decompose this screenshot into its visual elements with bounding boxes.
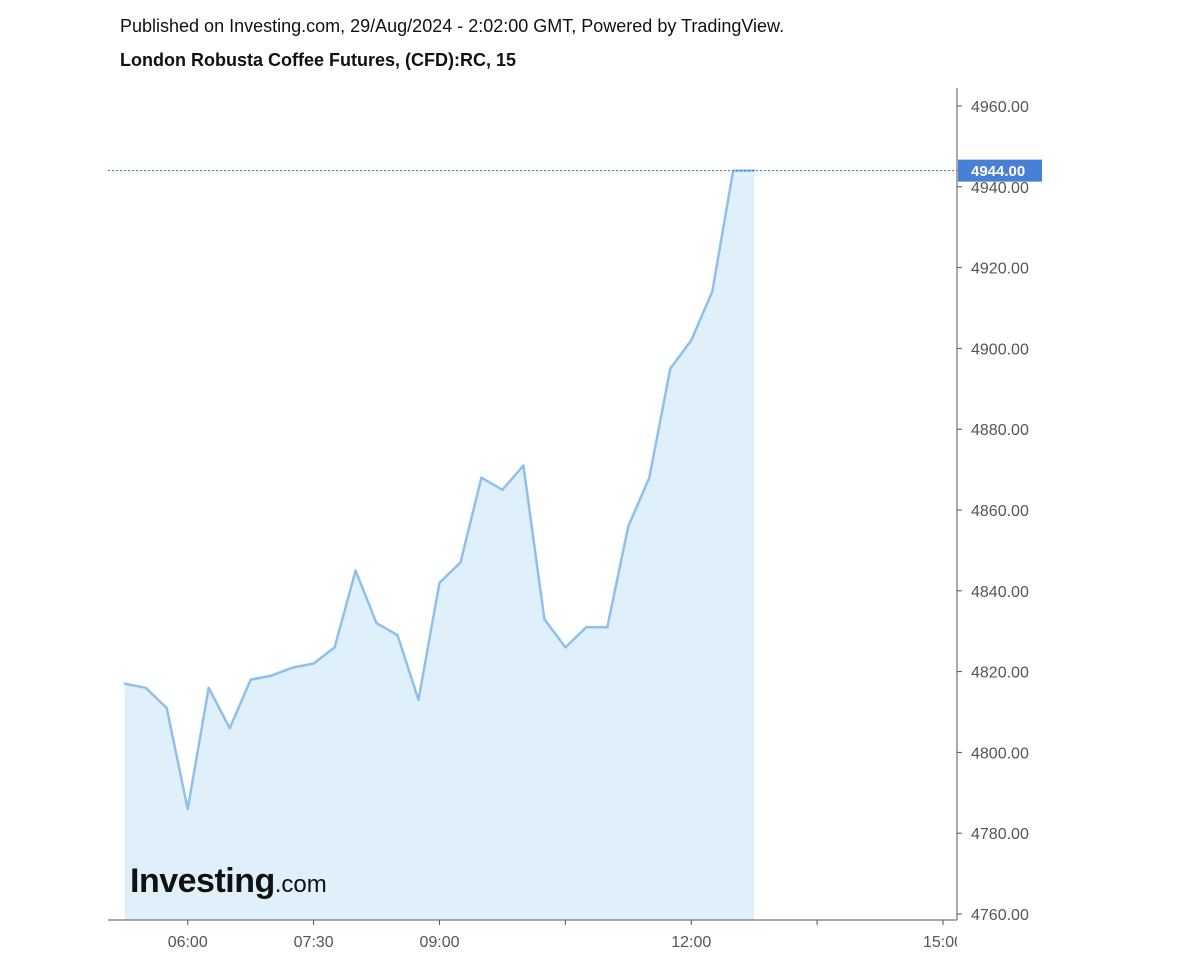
y-tick-label: 4900.00 — [971, 341, 1029, 358]
x-axis-right-clip — [957, 928, 1200, 960]
data-point-0930 — [480, 476, 483, 479]
data-point-0700 — [270, 674, 273, 677]
data-point-0915 — [459, 561, 462, 564]
data-point-1045 — [585, 626, 588, 629]
data-point-0830 — [396, 634, 399, 637]
data-point-0545 — [165, 706, 168, 710]
data-point-0745 — [333, 646, 336, 649]
current-price-tag — [958, 159, 1042, 182]
current-price-label: 4944.00 — [971, 163, 1025, 180]
logo-main-text: Investing — [130, 862, 275, 900]
data-point-0530 — [144, 686, 147, 689]
price-area-fill — [124, 170, 755, 921]
data-point-0900 — [438, 581, 441, 584]
data-point-1015 — [543, 617, 546, 621]
y-tick-label: 4760.00 — [971, 907, 1029, 924]
investing-logo: Investing.com — [130, 862, 327, 901]
data-point-1115 — [627, 525, 630, 528]
y-tick-label: 4800.00 — [971, 745, 1029, 762]
published-note: Published on Investing.com, 29/Aug/2024 … — [120, 16, 785, 36]
y-tick-label: 4920.00 — [971, 261, 1029, 278]
chart-header: Published on Investing.com, 29/Aug/2024 … — [120, 14, 784, 72]
x-tick-label: 12:00 — [671, 934, 711, 951]
chart-title: London Robusta Coffee Futures, (CFD):RC,… — [120, 50, 516, 70]
y-tick-label: 4860.00 — [971, 503, 1029, 520]
x-tick-label: 07:30 — [294, 934, 334, 951]
y-tick-label: 4880.00 — [971, 422, 1029, 439]
data-point-0615 — [207, 686, 210, 689]
data-point-0515 — [123, 682, 127, 685]
data-point-0715 — [291, 666, 294, 669]
logo-domain-text: .com — [274, 871, 327, 898]
x-tick-label: 15:00 — [923, 934, 963, 951]
data-point-1000 — [522, 464, 525, 467]
data-point-0645 — [249, 678, 252, 681]
data-point-0815 — [375, 621, 378, 625]
y-tick-label: 4960.00 — [971, 99, 1029, 116]
data-point-1030 — [564, 646, 567, 649]
data-point-0730 — [312, 662, 315, 665]
data-point-1130 — [648, 476, 651, 479]
y-tick-label: 4780.00 — [971, 826, 1029, 843]
data-point-0800 — [354, 569, 357, 572]
x-tick-label: 09:00 — [419, 934, 459, 951]
data-point-1145 — [669, 367, 672, 370]
data-point-1245 — [753, 169, 756, 172]
y-tick-label: 4820.00 — [971, 665, 1029, 682]
data-point-1200 — [690, 339, 693, 342]
data-point-0845 — [417, 698, 420, 702]
data-point-1100 — [606, 626, 609, 629]
data-point-0630 — [228, 727, 231, 730]
y-tick-label: 4940.00 — [971, 180, 1029, 197]
data-point-0945 — [501, 488, 504, 491]
data-point-0600 — [186, 807, 189, 811]
y-tick-label: 4840.00 — [971, 584, 1029, 601]
data-point-1215 — [711, 290, 714, 293]
x-tick-label: 06:00 — [168, 934, 208, 951]
